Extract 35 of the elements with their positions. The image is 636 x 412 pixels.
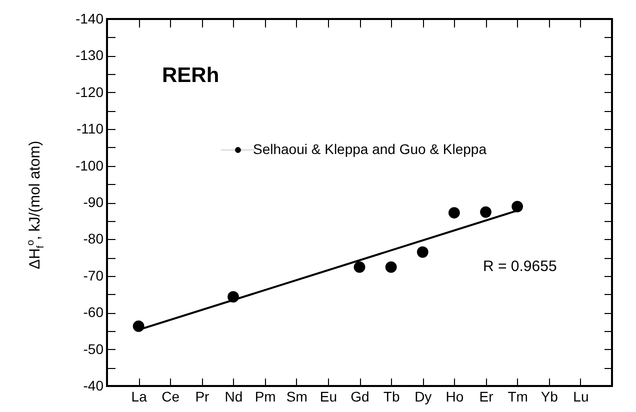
- y-tick-label: -110: [76, 120, 104, 137]
- point: [512, 200, 524, 212]
- x-tick-label: Dy: [414, 388, 432, 404]
- y-tick-label: -50: [83, 340, 104, 357]
- x-tick-label: La: [131, 388, 148, 404]
- x-tick-label: Tm: [508, 388, 528, 404]
- y-tick-label: -90: [83, 194, 104, 210]
- x-tick-label: Ho: [446, 388, 464, 404]
- y-tick-label: -140: [75, 10, 104, 26]
- x-tick-label: Ce: [162, 388, 180, 404]
- legend-label: Selhaoui & Kleppa and Guo & Kleppa: [253, 141, 487, 157]
- x-tick-label: Sm: [286, 388, 308, 404]
- x-tick-label: Pm: [254, 388, 276, 404]
- y-tick-label: -40: [83, 378, 104, 394]
- y-tick-label: -60: [83, 304, 104, 320]
- point: [448, 207, 460, 218]
- y-tick-label: -70: [83, 267, 104, 284]
- x-tick-label: Nd: [224, 388, 243, 404]
- x-tick-label: Tb: [383, 388, 400, 404]
- y-tick-label: -130: [75, 47, 104, 64]
- x-tick-label: Gd: [350, 388, 370, 404]
- point: [416, 246, 428, 258]
- x-tick-label: Pr: [195, 388, 210, 404]
- y-tick-label: -80: [83, 230, 104, 247]
- point: [385, 261, 397, 273]
- x-tick-label: Eu: [320, 388, 337, 404]
- annotation: R = 0.9655: [483, 258, 557, 275]
- x-tick-label: Er: [479, 388, 494, 404]
- text: RERh: [162, 64, 220, 87]
- x-tick-label: Lu: [573, 388, 589, 404]
- point: [354, 261, 366, 273]
- point: [480, 206, 492, 218]
- y-tick-label: -100: [75, 157, 104, 174]
- x-tick-label: Yb: [540, 388, 558, 404]
- y-tick-label: -120: [75, 84, 104, 100]
